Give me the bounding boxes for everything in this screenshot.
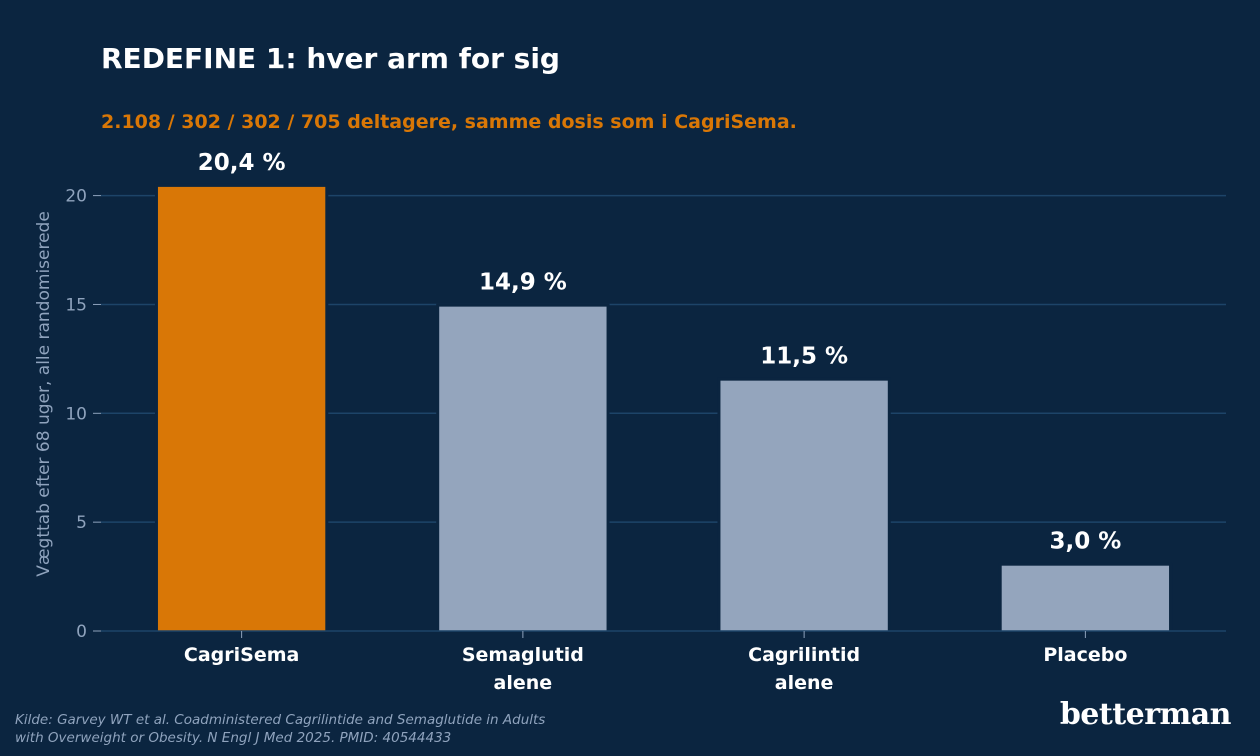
bar — [1001, 565, 1170, 631]
bar-chart: 0 5 10 15 20 CagriSema Semaglutid alene Cagrilin… — [34, 150, 1226, 694]
y-tick-label: 10 — [65, 404, 87, 424]
source-line-2: with Overweight or Obesity. N Engl J Med… — [15, 730, 452, 746]
bar — [720, 380, 888, 631]
y-tick-label: 5 — [76, 513, 87, 533]
x-tick-label: Placebo — [1043, 644, 1127, 666]
axes: 0 5 10 15 20 CagriSema Semaglutid alene Cagrilin… — [65, 187, 1226, 694]
bar — [157, 186, 326, 631]
bar-value-label: 11,5 % — [760, 344, 848, 370]
bar-value-label: 14,9 % — [479, 270, 567, 296]
bar-value-label: 3,0 % — [1049, 529, 1121, 555]
x-tick-label: Cagrilintid — [748, 644, 860, 666]
chart-title: REDEFINE 1: hver arm for sig — [101, 42, 560, 75]
value-labels: 20,4 % 14,9 % 11,5 % 3,0 % — [198, 150, 1122, 555]
bar-value-label: 20,4 % — [198, 150, 286, 176]
source-citation: Kilde: Garvey WT et al. Coadministered C… — [15, 711, 545, 747]
y-tick-label: 15 — [65, 295, 87, 315]
y-tick-label: 0 — [76, 622, 87, 642]
x-tick-label: Semaglutid — [462, 644, 584, 666]
x-tick-label: CagriSema — [184, 644, 299, 666]
bars — [154, 183, 1173, 631]
x-tick-label: alene — [775, 672, 834, 694]
y-tick-label: 20 — [65, 187, 87, 207]
chart-subtitle: 2.108 / 302 / 302 / 705 deltagere, samme… — [101, 111, 797, 133]
source-line-1: Kilde: Garvey WT et al. Coadministered C… — [15, 712, 546, 728]
y-axis-label: Vægttab efter 68 uger, alle randomisered… — [34, 211, 54, 577]
x-tick-label: alene — [494, 672, 553, 694]
brand-logo: betterman — [1059, 697, 1232, 732]
bar — [439, 306, 607, 631]
